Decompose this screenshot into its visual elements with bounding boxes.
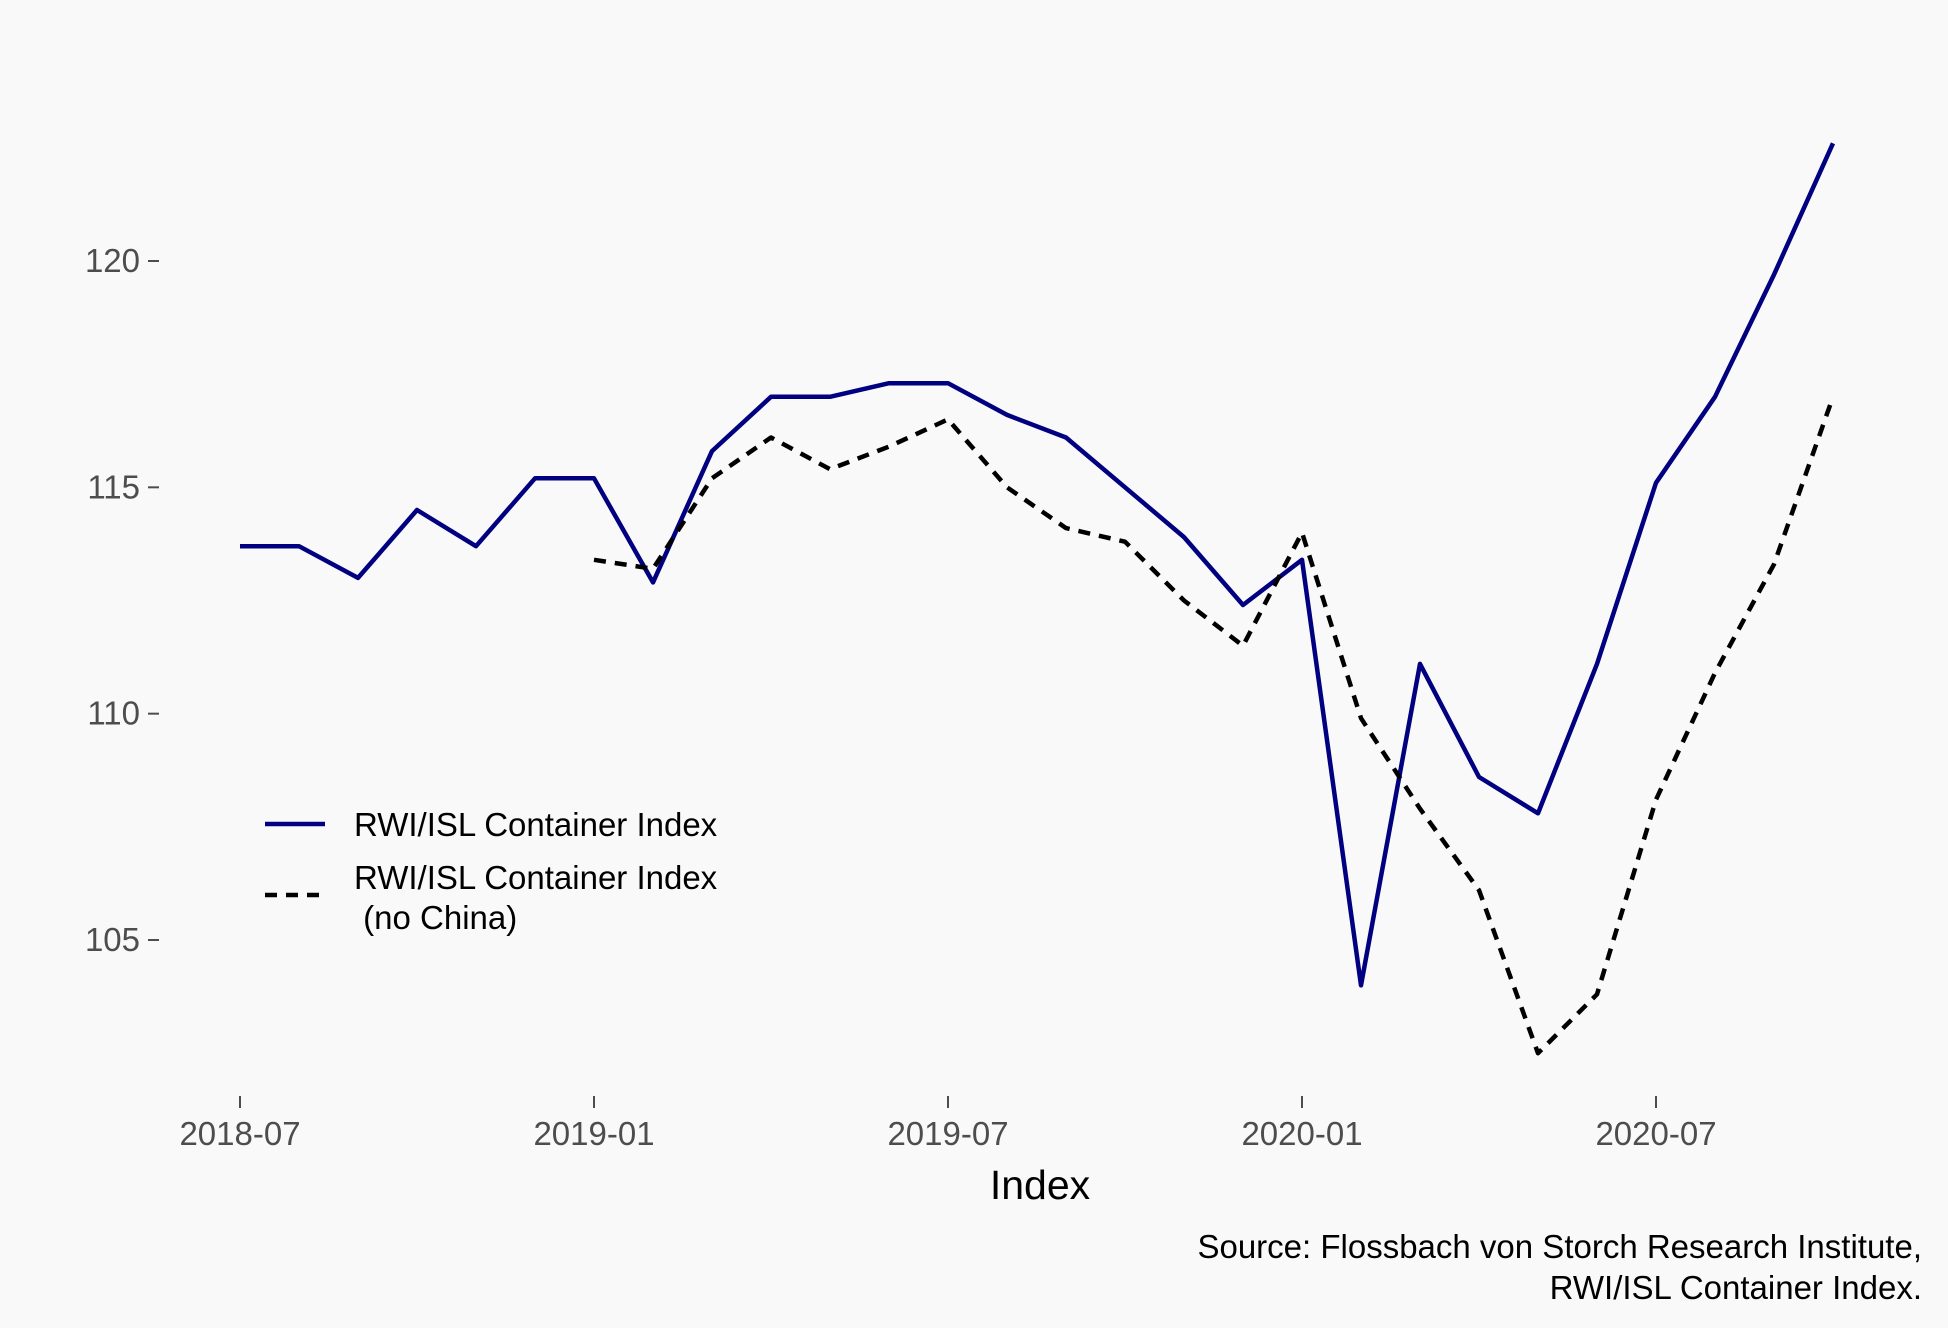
y-tick-label: 105 xyxy=(85,921,140,958)
x-tick-label: 2020-01 xyxy=(1241,1115,1362,1152)
legend-label: RWI/ISL Container Index xyxy=(354,859,718,896)
x-axis-title: Index xyxy=(990,1162,1091,1208)
x-tick-label: 2018-07 xyxy=(179,1115,300,1152)
y-tick-label: 115 xyxy=(87,468,140,505)
y-tick-label: 110 xyxy=(87,695,140,732)
source-caption: RWI/ISL Container Index. xyxy=(1550,1269,1922,1306)
y-tick-label: 120 xyxy=(85,242,140,279)
legend-label: RWI/ISL Container Index xyxy=(354,806,718,843)
series-line-container-index xyxy=(240,142,1836,988)
source-caption: Source: Flossbach von Storch Research In… xyxy=(1197,1228,1922,1265)
series-line-container-index-no-china xyxy=(593,396,1836,1056)
x-tick-label: 2019-01 xyxy=(533,1115,654,1152)
x-tick-label: 2019-07 xyxy=(887,1115,1008,1152)
x-tick-label: 2020-07 xyxy=(1595,1115,1716,1152)
legend-label: (no China) xyxy=(354,899,517,936)
